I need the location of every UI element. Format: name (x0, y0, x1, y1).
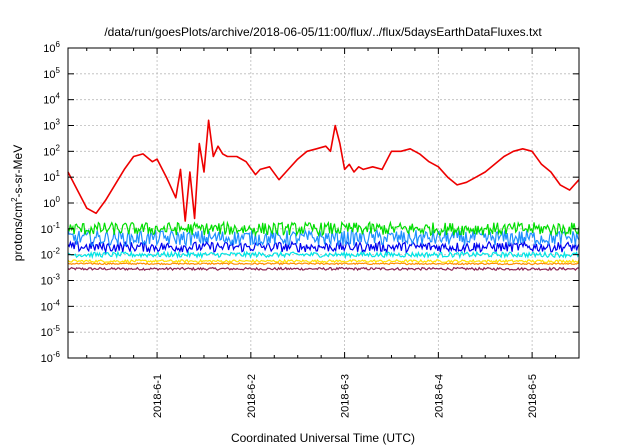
y-axis-ticks: 10-6 10-5 10-4 10-3 10-2 10-1 100 101 102 103 104 1… (41, 40, 579, 365)
x-tick-label: 2018-6-4 (433, 374, 445, 418)
x-axis-ticks: 2018-6-1 2018-6-2 2018-6-3 2018-6-4 2018-6-5 (86, 48, 580, 418)
grid-lines (68, 48, 579, 358)
series-line (67, 258, 580, 264)
series-line (67, 220, 580, 238)
x-tick-label: 2018-6-1 (152, 374, 164, 418)
x-axis-label: Coordinated Universal Time (UTC) (231, 431, 415, 445)
x-tick-label: 2018-6-2 (246, 374, 258, 418)
series-line (67, 228, 580, 247)
y-tick-label: 101 (43, 169, 60, 184)
series-line (67, 239, 580, 254)
x-tick-label: 2018-6-5 (527, 374, 539, 418)
series-lines (67, 119, 580, 272)
y-tick-label: 103 (43, 118, 60, 133)
y-tick-label: 10-1 (41, 221, 61, 236)
series-line-proton-flux (67, 119, 580, 222)
y-tick-label: 104 (43, 92, 60, 107)
y-tick-label: 10-4 (41, 298, 61, 313)
chart-title: /data/run/goesPlots/archive/2018-06-05/1… (104, 25, 542, 39)
y-tick-label: 100 (43, 195, 60, 210)
series-line (67, 262, 580, 266)
series-line (67, 266, 580, 272)
y-tick-label: 105 (43, 66, 60, 81)
y-tick-label: 106 (43, 40, 60, 55)
y-tick-label: 10-2 (41, 247, 61, 262)
y-tick-label: 10-5 (41, 324, 61, 339)
y-axis-label: protons/cm2-s-sr-MeV (10, 145, 25, 261)
y-tick-label: 10-3 (41, 273, 61, 288)
y-tick-label: 102 (43, 143, 60, 158)
x-tick-label: 2018-6-3 (340, 374, 352, 418)
y-tick-label: 10-6 (41, 350, 61, 365)
series-line (67, 249, 580, 260)
